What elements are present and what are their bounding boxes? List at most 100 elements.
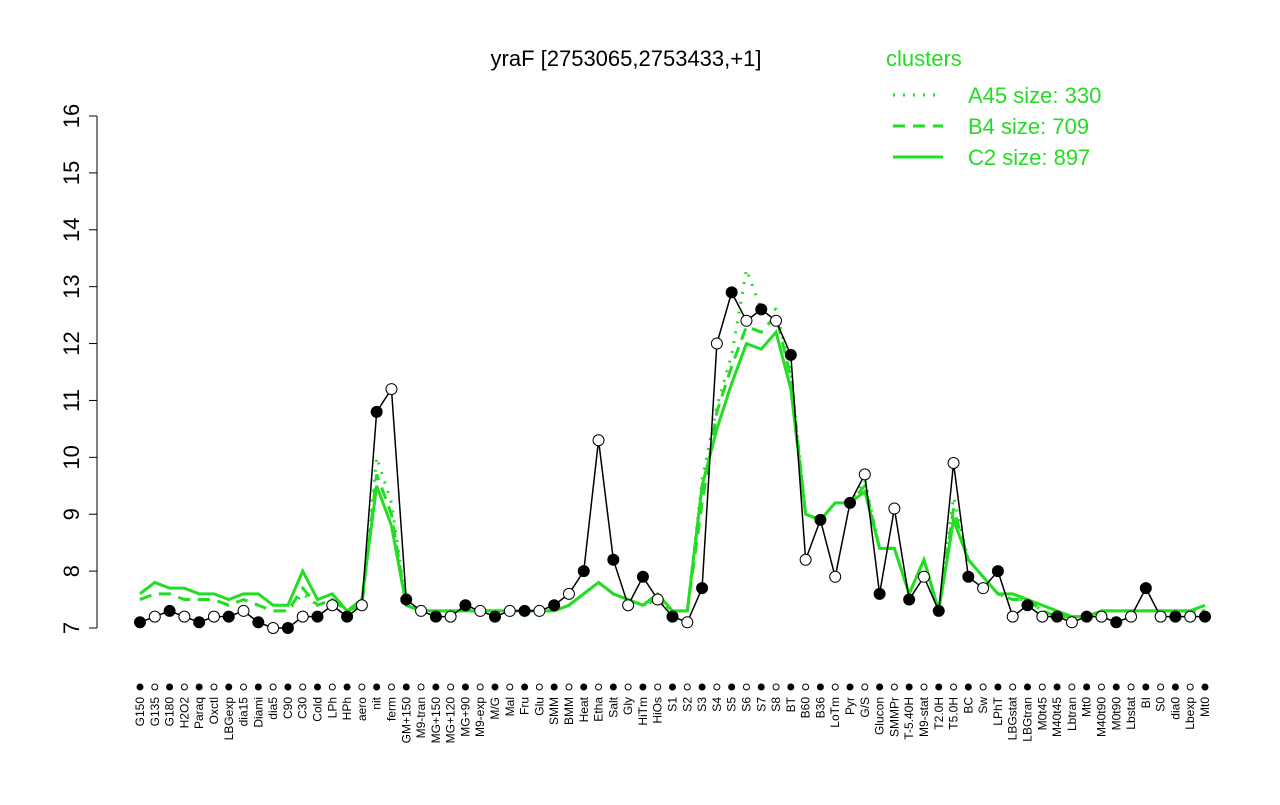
x-tick-label: Sw (976, 697, 990, 714)
x-tick-label: Mt0 (1080, 697, 1094, 717)
data-point (755, 303, 768, 316)
x-tick-label: B60 (799, 697, 813, 719)
data-point (947, 457, 960, 470)
data-point (1154, 610, 1167, 623)
data-point (134, 616, 146, 629)
rug-point (136, 683, 144, 691)
x-tick-label: BC (961, 697, 975, 714)
x-tick-label: GM+150 (399, 697, 413, 744)
rug-point (506, 683, 514, 691)
data-point (696, 582, 709, 595)
rug-point (950, 683, 958, 691)
rug-point (1201, 683, 1209, 691)
data-point (533, 604, 546, 617)
data-point (962, 570, 975, 583)
rug-point (417, 683, 425, 691)
data-point (281, 622, 294, 634)
data-point (710, 337, 723, 350)
data-point (222, 610, 235, 623)
x-tick-label: LPhT (991, 696, 1005, 725)
cluster-line (139, 263, 1205, 619)
data-point (400, 593, 413, 606)
data-point (666, 610, 679, 623)
rug-point (831, 683, 839, 691)
x-tick-label: S8 (769, 697, 783, 712)
rug-point (491, 683, 499, 691)
data-point (355, 599, 368, 612)
x-tick-label: Etha (592, 697, 606, 722)
x-tick-label: LoTm (828, 697, 842, 728)
rug-point (1038, 683, 1046, 691)
data-point (1036, 610, 1049, 623)
data-point (1169, 610, 1182, 623)
x-tick-label: MG+90 (458, 697, 472, 737)
x-tick-label: ferm (384, 697, 398, 721)
x-tick-label: S5 (725, 697, 739, 712)
x-tick-label: Mt0 (1198, 697, 1212, 717)
x-tick-label: M40t90 (1094, 697, 1108, 737)
x-tick-label: M9-tran (414, 697, 428, 738)
data-point (917, 570, 930, 583)
data-point (858, 468, 871, 481)
x-tick-label: B36 (813, 697, 827, 719)
x-tick-label: BI (1139, 697, 1153, 708)
data-point (237, 604, 250, 617)
rug-point (521, 683, 529, 691)
x-tick-label: S3 (695, 697, 709, 712)
data-point (562, 587, 575, 600)
rug-point (624, 683, 632, 691)
rug-point (1171, 683, 1179, 691)
data-point (474, 604, 487, 617)
rug-point (1127, 683, 1135, 691)
data-point (577, 565, 590, 578)
rug-point (639, 683, 647, 691)
x-tick-label: dia15 (237, 697, 251, 727)
rug-point (905, 683, 913, 691)
data-point (415, 604, 428, 617)
data-point (429, 610, 442, 623)
rug-point (225, 683, 233, 691)
x-tick-label: Lbtran (1065, 697, 1079, 731)
cluster-line (139, 329, 1206, 619)
x-tick-label: M0t45 (1035, 697, 1049, 731)
data-point (932, 604, 945, 617)
data-point (1139, 582, 1152, 595)
rug-point (994, 683, 1002, 691)
data-point (814, 513, 827, 526)
x-tick-label: SMMPr (887, 697, 901, 737)
data-point (1095, 610, 1108, 623)
data-point (799, 553, 812, 566)
data-point (503, 604, 516, 617)
x-tick-label: S7 (754, 697, 768, 712)
rug-point (861, 683, 869, 691)
rug-point (314, 683, 321, 691)
x-tick-label: LBGexp (222, 697, 236, 741)
rug-point (1142, 683, 1150, 691)
data-point (548, 599, 561, 612)
rug-point (728, 683, 736, 691)
data-point (770, 314, 783, 327)
x-tick-label: Lbstat (1124, 696, 1138, 729)
data-point (829, 570, 842, 583)
rug-point (1083, 683, 1091, 691)
rug-point (240, 683, 248, 691)
x-tick-label: LBGtran (1021, 697, 1035, 742)
data-point (370, 405, 383, 418)
x-tick-label: T-5.40H (902, 697, 916, 740)
data-point (1065, 616, 1078, 629)
data-point (267, 622, 280, 634)
y-tick-label: 7 (59, 622, 84, 634)
x-tick-label: LPh (325, 697, 339, 718)
rug-point (772, 683, 780, 691)
x-tick-label: T5.0H (947, 697, 961, 730)
rug-point (920, 683, 928, 691)
x-tick-label: T2.0H (932, 697, 946, 730)
rug-point (151, 683, 159, 691)
rug-point (595, 683, 603, 691)
data-point (622, 599, 635, 612)
x-tick-label: Lbexp (1183, 697, 1197, 730)
legend-label: C2 size: 897 (968, 145, 1090, 170)
rug-point (284, 683, 292, 691)
rug-point (1097, 683, 1105, 691)
y-tick-label: 14 (59, 218, 84, 242)
